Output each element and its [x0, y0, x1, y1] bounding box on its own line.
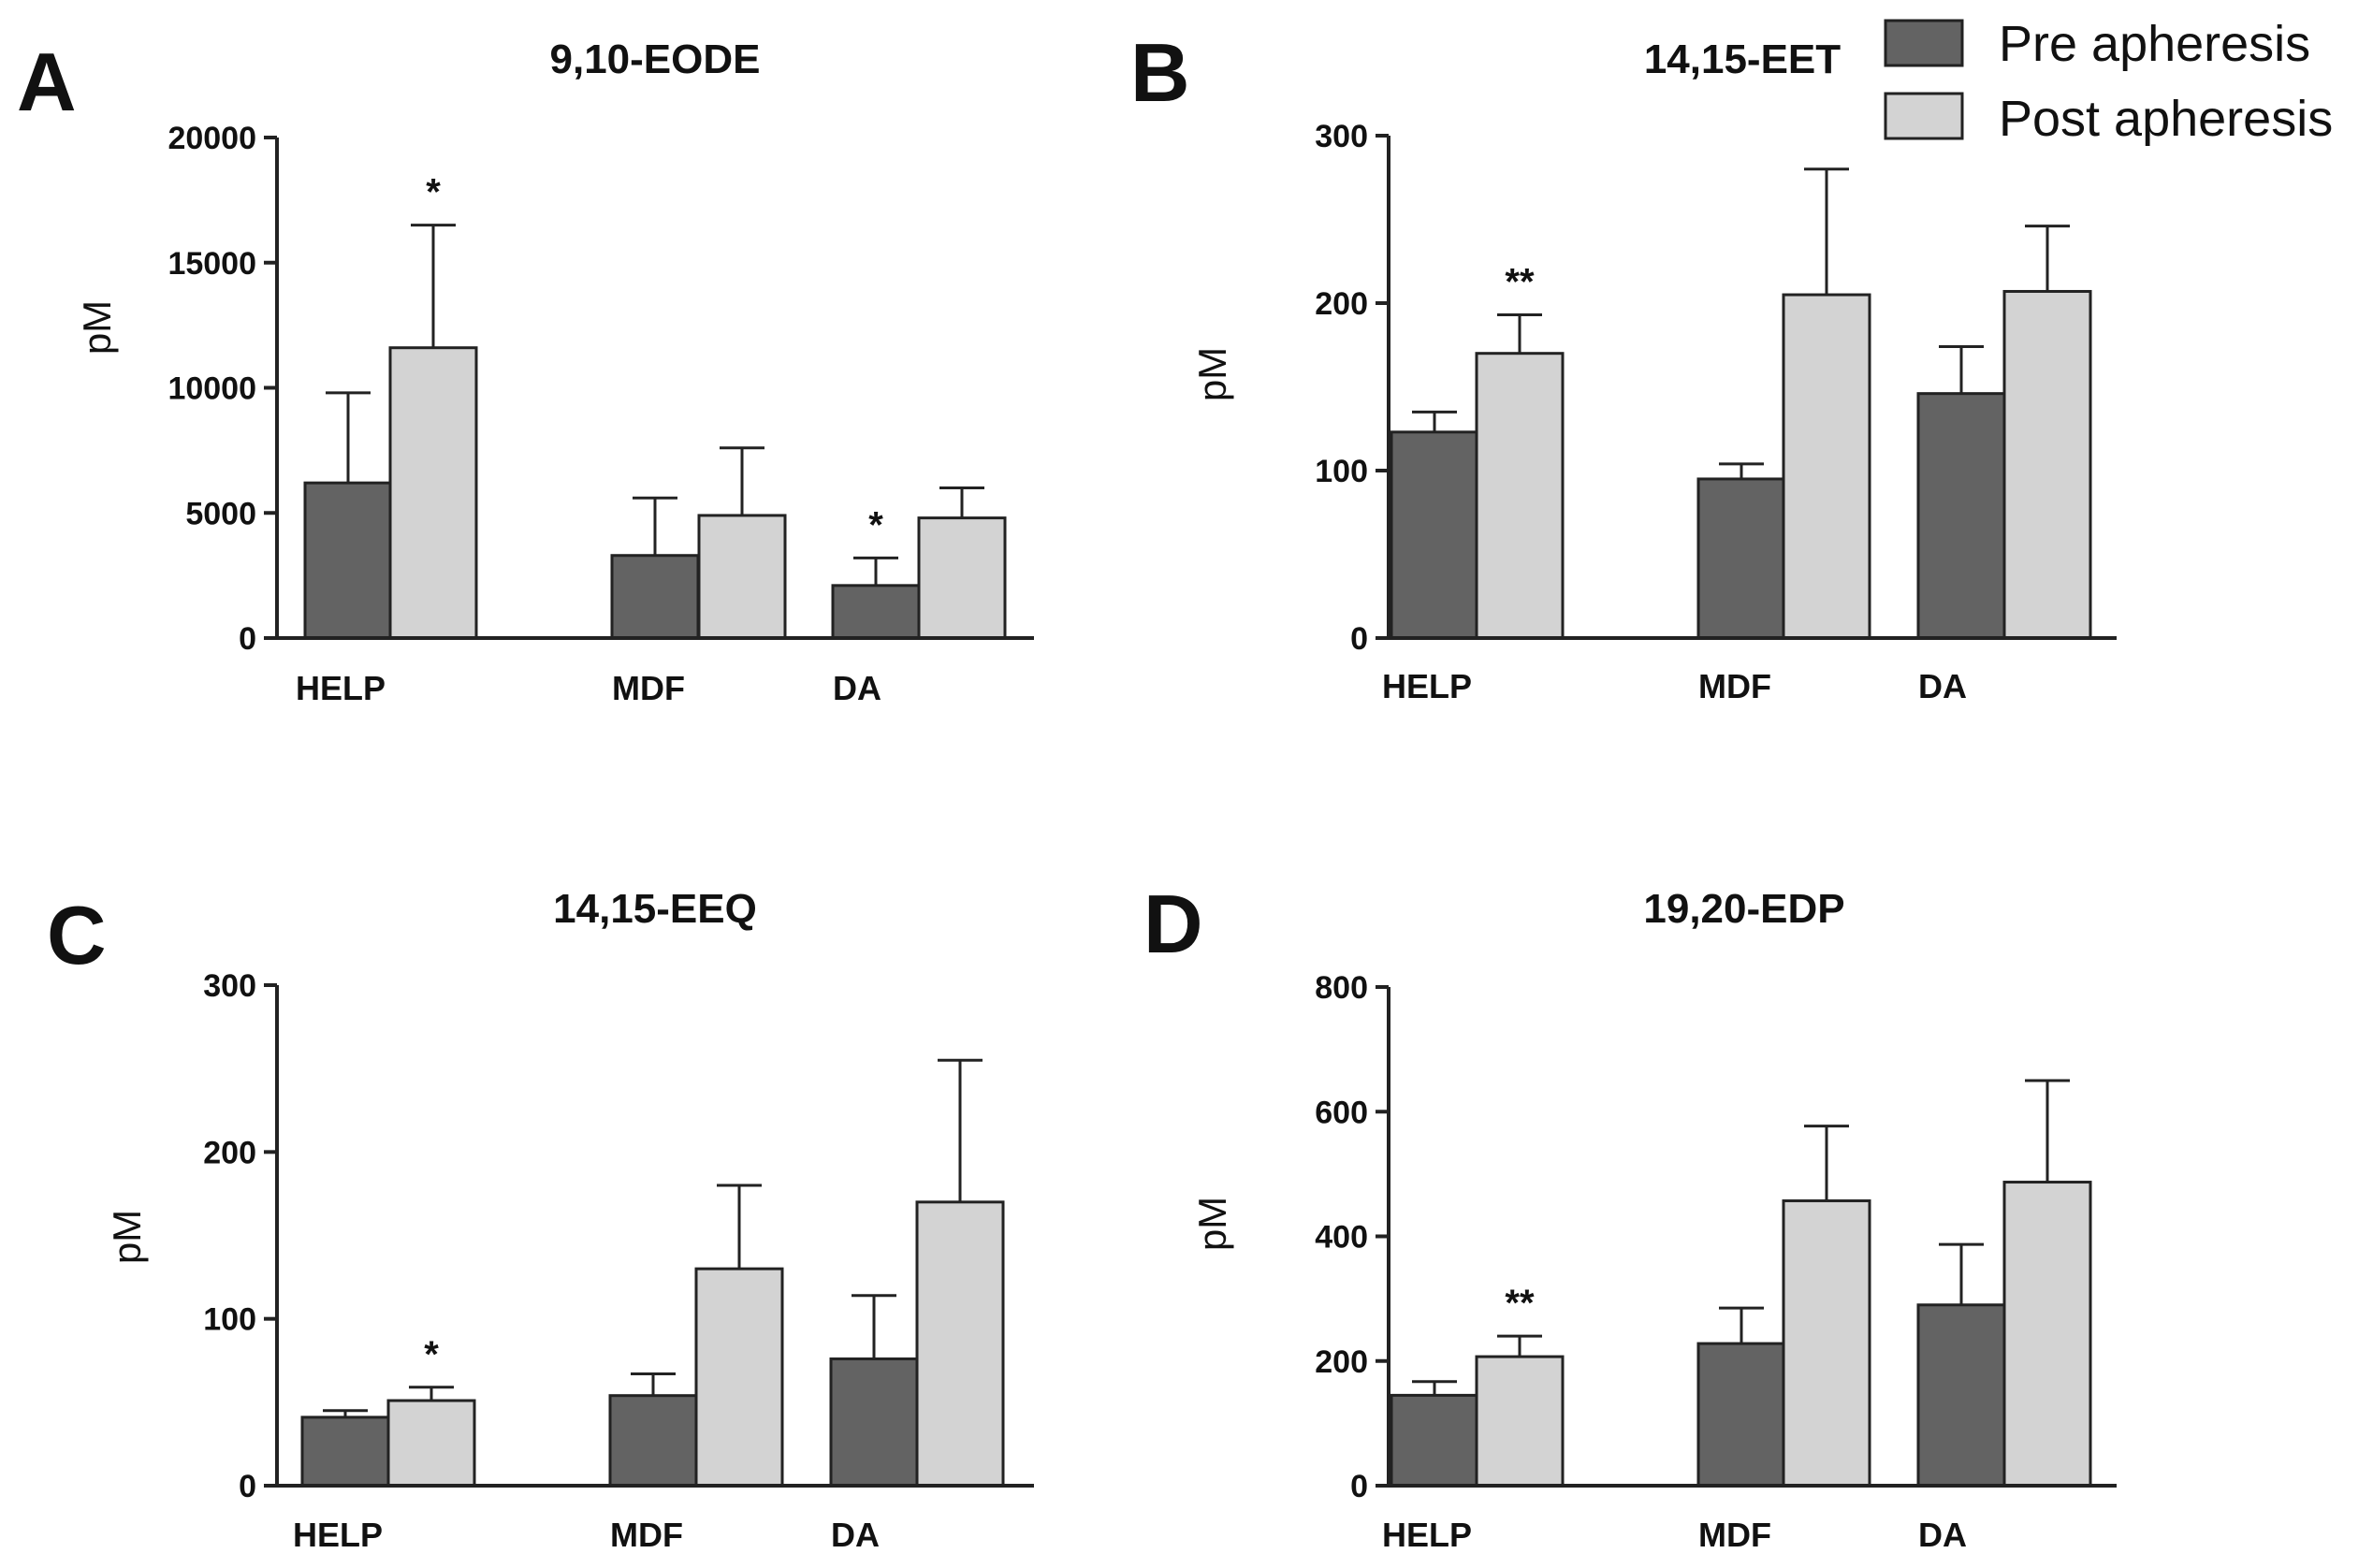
panel-letter: B — [1130, 26, 1190, 119]
bar — [1475, 1355, 1565, 1488]
y-axis-label: pM — [105, 1210, 149, 1264]
panel-letter: C — [47, 889, 107, 981]
legend: Pre apheresis Post apheresis — [1884, 16, 2333, 147]
plot-area: ** 0 100 200 300 HELP MDF DA — [1315, 119, 2117, 705]
plot-area: * * 0 5000 10000 15000 20000 HELP MDF DA — [167, 121, 1034, 707]
x-category-label: MDF — [1698, 1516, 1771, 1554]
y-tick-label: 0 — [1350, 621, 1368, 657]
panel-d: D 19,20-EDP pM ** 0 200 400 600 800 HELP MDF DA — [1143, 878, 2117, 1554]
bar — [1696, 477, 1786, 640]
y-axis-label: pM — [1190, 1197, 1234, 1251]
y-tick-label: 200 — [203, 1135, 256, 1170]
panel-b: B 14,15-EET pM ** 0 100 200 300 HELP MDF DA — [1130, 26, 2117, 705]
bar — [1782, 293, 1871, 640]
legend-label-post: Post apheresis — [1999, 91, 2333, 147]
bar — [831, 584, 921, 640]
y-axis-label: pM — [75, 300, 119, 355]
y-tick-label: 600 — [1315, 1095, 1368, 1130]
chart-title: 9,10-EODE — [550, 36, 761, 82]
y-tick-label: 0 — [239, 1469, 256, 1504]
bar — [829, 1357, 919, 1488]
y-tick-label: 200 — [1315, 286, 1368, 322]
significance-marker: ** — [1505, 1283, 1535, 1324]
x-category-label: HELP — [296, 669, 386, 707]
y-tick-label: 400 — [1315, 1220, 1368, 1256]
significance-marker: ** — [1505, 262, 1535, 303]
bar — [386, 1399, 476, 1488]
x-category-label: HELP — [1382, 1516, 1472, 1554]
bar — [608, 1394, 698, 1488]
bar — [1390, 430, 1479, 640]
panel-letter: D — [1143, 878, 1203, 970]
bar — [1782, 1199, 1871, 1488]
bar — [1916, 392, 2006, 640]
panel-c: C 14,15-EEQ pM * 0 100 200 300 HELP MDF DA — [47, 886, 1034, 1554]
y-tick-label: 100 — [203, 1302, 256, 1338]
legend-label-pre: Pre apheresis — [1999, 16, 2310, 72]
y-axis-label: pM — [1190, 347, 1234, 401]
bar — [697, 514, 787, 640]
x-category-label: HELP — [1382, 667, 1472, 705]
bar — [388, 346, 478, 640]
y-tick-label: 0 — [239, 621, 256, 657]
bar — [694, 1267, 784, 1488]
y-tick-label: 15000 — [167, 246, 256, 282]
x-category-label: MDF — [612, 669, 685, 707]
bar — [1475, 352, 1565, 640]
y-tick-label: 200 — [1315, 1344, 1368, 1380]
bar — [610, 554, 700, 640]
bar — [2002, 289, 2092, 640]
x-category-label: DA — [1918, 1516, 1967, 1554]
significance-marker: * — [426, 172, 441, 213]
x-category-label: HELP — [293, 1516, 383, 1554]
y-tick-label: 300 — [203, 968, 256, 1004]
x-category-label: DA — [831, 1516, 880, 1554]
y-tick-label: 100 — [1315, 454, 1368, 489]
x-category-label: DA — [833, 669, 881, 707]
x-category-label: DA — [1918, 667, 1967, 705]
bar — [303, 481, 393, 640]
bar — [915, 1200, 1005, 1488]
panel-a: A 9,10-EODE pM * * 0 5000 10000 15000 20000 HEL… — [17, 36, 1034, 707]
y-tick-label: 800 — [1315, 970, 1368, 1006]
legend-swatch-pre — [1884, 19, 1964, 67]
y-tick-label: 20000 — [167, 121, 256, 156]
bar — [1696, 1342, 1786, 1488]
x-category-label: MDF — [1698, 667, 1771, 705]
bar — [300, 1416, 390, 1488]
bar — [2002, 1181, 2092, 1488]
chart-title: 14,15-EEQ — [553, 886, 757, 932]
plot-area: * 0 100 200 300 HELP MDF DA — [203, 968, 1034, 1554]
significance-marker: * — [424, 1334, 439, 1375]
chart-title: 19,20-EDP — [1643, 886, 1844, 932]
x-category-label: MDF — [610, 1516, 683, 1554]
bar — [917, 516, 1007, 640]
significance-marker: * — [868, 504, 883, 545]
bar — [1916, 1303, 2006, 1488]
legend-swatch-post — [1884, 92, 1964, 140]
y-tick-label: 10000 — [167, 371, 256, 407]
panel-letter: A — [17, 36, 77, 128]
plot-area: ** 0 200 400 600 800 HELP MDF DA — [1315, 970, 2117, 1554]
bar — [1390, 1393, 1479, 1488]
y-tick-label: 300 — [1315, 119, 1368, 154]
y-tick-label: 0 — [1350, 1469, 1368, 1504]
y-tick-label: 5000 — [185, 496, 256, 531]
chart-title: 14,15-EET — [1644, 36, 1841, 82]
